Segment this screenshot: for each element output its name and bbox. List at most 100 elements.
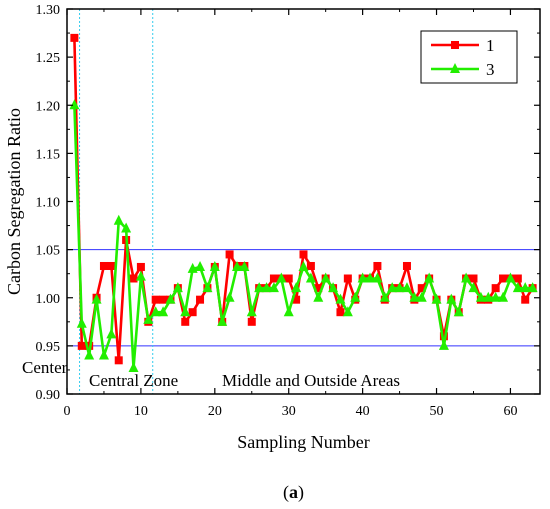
series-1-point (129, 274, 138, 283)
series-1-point (336, 308, 345, 317)
x-tick-label: 50 (430, 404, 444, 419)
axes: 0 10 20 30 40 50 60 0.90 0.95 1.00 1.05 1.10 1.15 1.2… (36, 3, 540, 419)
series-3-point (158, 306, 169, 317)
x-tick-label: 40 (356, 404, 370, 419)
series-3-point (387, 282, 398, 293)
legend-marker-1 (451, 41, 459, 49)
data-series (69, 33, 538, 373)
y-tick-label: 1.25 (36, 51, 61, 66)
x-tick-label: 10 (134, 404, 148, 419)
series-3-point (416, 291, 427, 302)
y-tick-label: 0.90 (36, 388, 61, 403)
series-3-point (357, 272, 368, 283)
series-3-point (520, 282, 531, 293)
series-1-point (196, 295, 205, 304)
series-1-point (292, 295, 301, 304)
x-tick-label: 60 (503, 404, 517, 419)
series-1-point (469, 274, 478, 283)
series-3-point (446, 293, 457, 304)
series-3-point (313, 291, 324, 302)
x-tick-label: 20 (208, 404, 222, 419)
series-3-point (431, 293, 442, 304)
series-3-point (505, 272, 516, 283)
annotation-center: Center (22, 358, 68, 377)
series-3-point (283, 306, 294, 317)
series-1-point (491, 284, 500, 293)
series-1-point (77, 341, 86, 350)
series-3-point (261, 282, 272, 293)
legend-marker-3 (450, 63, 460, 73)
series-3-point (291, 282, 302, 293)
series-1-point (107, 261, 116, 270)
series-1-point (417, 284, 426, 293)
series-1-point (499, 274, 508, 283)
series-1-point (402, 261, 411, 270)
series-1-point (284, 274, 293, 283)
series-3-point (498, 291, 509, 302)
series-3-point (195, 260, 206, 271)
series-3-point (239, 260, 250, 271)
series-1-point (188, 308, 197, 317)
legend-label-1: 1 (486, 36, 495, 55)
x-tick-label: 0 (64, 404, 71, 419)
series-1-point (306, 261, 315, 270)
series-3-point (527, 282, 538, 293)
y-axis-title: Carbon Segregation Ratio (4, 108, 24, 295)
series-3-point (453, 306, 464, 317)
series-3-point (372, 272, 383, 283)
series-3-point (84, 349, 95, 360)
series-3-point (113, 214, 124, 225)
y-tick-label: 1.20 (36, 99, 61, 114)
series-1-point (513, 274, 522, 283)
x-tick-label: 30 (282, 404, 296, 419)
series-3-point (276, 272, 287, 283)
series-3-point (98, 349, 109, 360)
series-3-point (461, 272, 472, 283)
series-1-point (159, 295, 168, 304)
y-tick-label: 1.05 (36, 244, 61, 259)
series-3-point (365, 272, 376, 283)
series-3-point (246, 306, 257, 317)
series-3-point (254, 282, 265, 293)
series-1-point (136, 262, 145, 271)
series-1-point (151, 295, 160, 304)
y-tick-label: 1.10 (36, 196, 61, 211)
series-3-point (305, 272, 316, 283)
legend: 13 (420, 30, 518, 84)
series-3-point (91, 293, 102, 304)
series-1-point (99, 261, 108, 270)
series-3-point (172, 282, 183, 293)
y-tick-label: 1.15 (36, 147, 61, 162)
series-3-point (121, 222, 132, 233)
series-3-point (409, 291, 420, 302)
series-3-point (76, 317, 87, 328)
series-3-point (128, 362, 139, 373)
y-tick-label: 0.95 (36, 340, 61, 355)
y-tick-label: 1.30 (36, 3, 61, 18)
series-3-point (217, 315, 228, 326)
series-3-point (135, 270, 146, 281)
series-3-point (475, 291, 486, 302)
x-axis-title: Sampling Number (237, 432, 370, 452)
series-1-point (247, 317, 256, 326)
annotation-central-zone: Central Zone (89, 371, 178, 390)
series-1-point (114, 356, 123, 365)
series-1-point (439, 332, 448, 341)
series-3-point (394, 282, 405, 293)
series-1-point (70, 33, 79, 42)
series-3-point (180, 306, 191, 317)
series-3-point (209, 260, 220, 271)
series-1-point (521, 295, 530, 304)
series-3-point (224, 291, 235, 302)
series-3-point (424, 272, 435, 283)
series-3-point (335, 293, 346, 304)
series-3-point (328, 282, 339, 293)
series-3-point (69, 99, 80, 110)
series-3-point (438, 339, 449, 350)
series-1-point (373, 261, 382, 270)
series-3-point (165, 293, 176, 304)
series-3-point (143, 313, 154, 324)
series-3-line (73, 105, 533, 370)
legend-label-3: 3 (486, 60, 495, 79)
